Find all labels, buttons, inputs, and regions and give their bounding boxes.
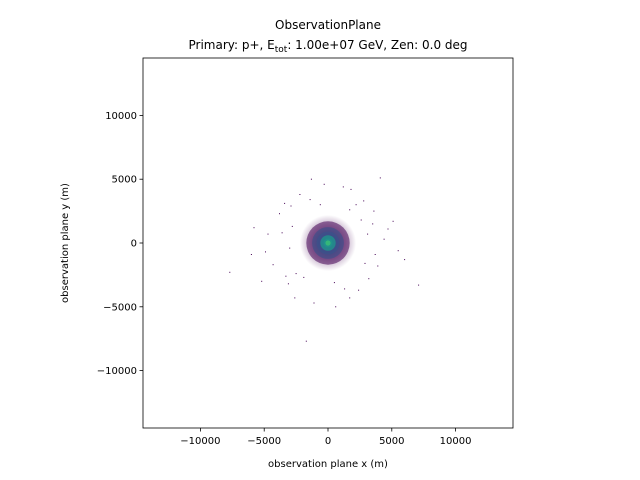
- particle-hit: [250, 254, 252, 255]
- particle-hit: [379, 177, 381, 179]
- particle-hit: [358, 289, 360, 291]
- subtitle-subscript: tot: [275, 45, 288, 55]
- x-axis-label: observation plane x (m): [268, 459, 388, 470]
- shower-core-peak: [325, 240, 331, 246]
- particle-hit: [367, 233, 369, 235]
- particle-hit: [364, 262, 366, 264]
- particle-hit: [313, 302, 315, 304]
- particle-hit: [287, 283, 289, 285]
- particle-hit: [267, 233, 269, 235]
- particle-hit: [355, 204, 357, 206]
- particle-hit: [363, 200, 365, 202]
- particle-hit: [294, 297, 296, 299]
- particle-hit: [272, 264, 274, 266]
- particle-hit: [261, 280, 263, 282]
- particle-hit: [265, 251, 266, 253]
- x-tick-label: −10000: [180, 436, 220, 447]
- particle-hit: [309, 199, 311, 201]
- particle-hit: [377, 265, 379, 267]
- particle-hit: [305, 340, 307, 342]
- particle-hit: [360, 219, 362, 221]
- y-axis: −10000 −5000 0 5000 10000: [97, 111, 143, 377]
- particle-hit: [392, 220, 394, 222]
- particle-hit: [374, 254, 376, 255]
- particle-hit: [418, 284, 420, 286]
- x-tick-label: 10000: [440, 436, 472, 447]
- subtitle-suffix: : 1.00e+07 GeV, Zen: 0.0 deg: [287, 38, 467, 52]
- particle-hit: [289, 247, 291, 249]
- chart-title: ObservationPlane: [275, 18, 381, 32]
- y-tick-label: 0: [131, 239, 137, 250]
- particle-hit: [284, 202, 286, 204]
- chart-subtitle: Primary: p+, Etot: 1.00e+07 GeV, Zen: 0.…: [188, 38, 467, 55]
- particle-hit: [350, 188, 352, 190]
- heatmap-marks: [229, 177, 420, 342]
- particle-hit: [333, 282, 335, 284]
- particle-hit: [383, 238, 385, 240]
- particle-hit: [368, 278, 370, 280]
- particle-hit: [229, 271, 231, 273]
- x-tick-label: 5000: [379, 436, 404, 447]
- particle-hit: [299, 194, 301, 195]
- y-tick-label: −10000: [97, 366, 137, 377]
- particle-hit: [290, 205, 292, 207]
- y-tick-label: −5000: [103, 302, 137, 313]
- y-tick-label: 5000: [112, 175, 137, 186]
- particle-hit: [310, 178, 312, 180]
- particle-hit: [344, 288, 346, 290]
- subtitle-prefix: Primary: p+, E: [188, 38, 274, 52]
- particle-hit: [335, 306, 337, 308]
- particle-hit: [404, 259, 406, 261]
- particle-hit: [372, 223, 374, 225]
- particle-hit: [303, 276, 305, 278]
- particle-hit: [349, 209, 351, 211]
- particle-hit: [373, 210, 375, 212]
- particle-hit: [285, 275, 287, 277]
- particle-hit: [349, 297, 351, 299]
- particle-hit: [323, 183, 325, 185]
- x-axis: −10000 −5000 0 5000 10000: [180, 428, 471, 447]
- particle-hit: [291, 225, 293, 227]
- y-axis-label: observation plane y (m): [60, 183, 71, 303]
- particle-hit: [319, 204, 321, 206]
- particle-hit: [387, 228, 389, 230]
- y-tick-label: 10000: [105, 111, 137, 122]
- x-tick-label: 0: [325, 436, 331, 447]
- particle-hit: [397, 250, 399, 252]
- particle-hit: [342, 186, 344, 188]
- particle-hit: [253, 227, 255, 229]
- x-tick-label: −5000: [247, 436, 281, 447]
- particle-hit: [281, 232, 283, 234]
- particle-hit: [295, 273, 297, 275]
- particle-hit: [279, 213, 280, 215]
